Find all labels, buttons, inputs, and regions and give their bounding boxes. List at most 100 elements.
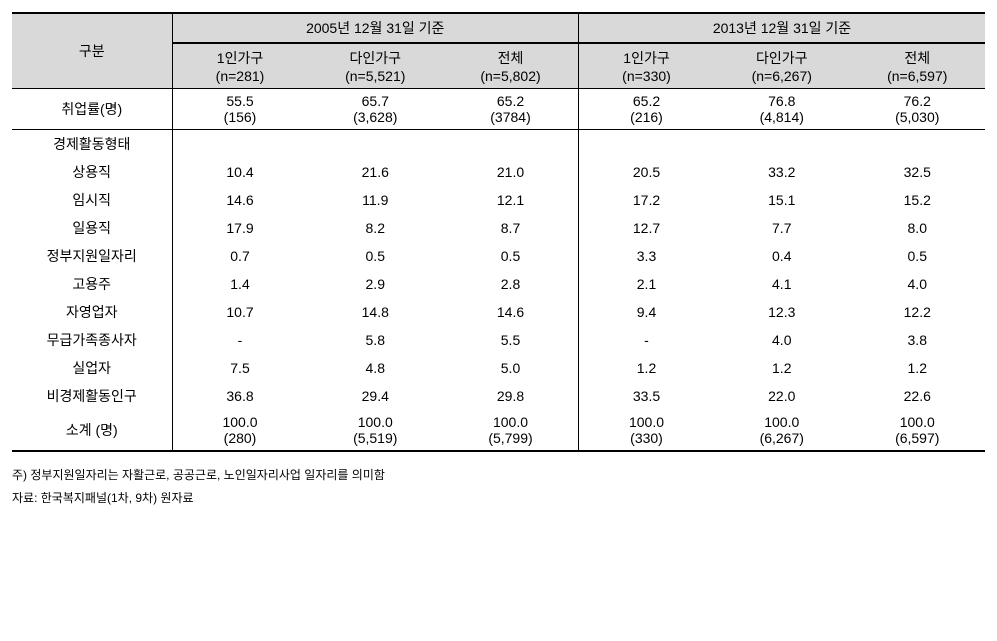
header-col: 1인가구 (n=281) — [172, 43, 308, 89]
row-category: 경제활동형태 — [12, 130, 985, 159]
cell: 2.9 — [308, 270, 444, 298]
cell: 2.1 — [579, 270, 715, 298]
cell: 100.0(6,267) — [714, 410, 850, 451]
cell: 55.5(156) — [172, 89, 308, 130]
cell: 8.7 — [443, 214, 579, 242]
cell: 4.1 — [714, 270, 850, 298]
cell: 3.3 — [579, 242, 715, 270]
cell: 5.8 — [308, 326, 444, 354]
header-col: 전체 (n=6,597) — [850, 43, 986, 89]
cell: 20.5 — [579, 158, 715, 186]
cell: 32.5 — [850, 158, 986, 186]
cell: 100.0(5,799) — [443, 410, 579, 451]
cell: 100.0(330) — [579, 410, 715, 451]
cell: - — [172, 326, 308, 354]
cell: 11.9 — [308, 186, 444, 214]
cell: 17.9 — [172, 214, 308, 242]
row-label: 고용주 — [12, 270, 172, 298]
header-col: 다인가구 (n=6,267) — [714, 43, 850, 89]
cell: 15.2 — [850, 186, 986, 214]
cell: 21.0 — [443, 158, 579, 186]
data-table: 구분 2005년 12월 31일 기준 2013년 12월 31일 기준 1인가… — [12, 12, 985, 452]
cell: 21.6 — [308, 158, 444, 186]
cell: 12.1 — [443, 186, 579, 214]
cell: 10.4 — [172, 158, 308, 186]
cell: 36.8 — [172, 382, 308, 410]
cell: 0.4 — [714, 242, 850, 270]
row-daily: 일용직 17.9 8.2 8.7 12.7 7.7 8.0 — [12, 214, 985, 242]
cell: 4.8 — [308, 354, 444, 382]
cell: 0.7 — [172, 242, 308, 270]
cell: 10.7 — [172, 298, 308, 326]
cell: 0.5 — [308, 242, 444, 270]
row-temp: 임시직 14.6 11.9 12.1 17.2 15.1 15.2 — [12, 186, 985, 214]
cell: 1.2 — [579, 354, 715, 382]
cell: 3.8 — [850, 326, 986, 354]
cell: 65.2(3784) — [443, 89, 579, 130]
cell: 14.8 — [308, 298, 444, 326]
row-label: 일용직 — [12, 214, 172, 242]
cell: 1.2 — [850, 354, 986, 382]
cell: 76.8(4,814) — [714, 89, 850, 130]
cell: 4.0 — [714, 326, 850, 354]
cell: 14.6 — [172, 186, 308, 214]
cell: 76.2(5,030) — [850, 89, 986, 130]
cell: 33.5 — [579, 382, 715, 410]
header-period1: 2005년 12월 31일 기준 — [172, 13, 579, 43]
row-label: 무급가족종사자 — [12, 326, 172, 354]
row-unpaid: 무급가족종사자 - 5.8 5.5 - 4.0 3.8 — [12, 326, 985, 354]
row-label: 비경제활동인구 — [12, 382, 172, 410]
cell: 100.0(6,597) — [850, 410, 986, 451]
cell: 12.7 — [579, 214, 715, 242]
footnotes: 주) 정부지원일자리는 자활근로, 공공근로, 노인일자리사업 일자리를 의미함… — [12, 464, 985, 510]
footnote-2: 자료: 한국복지패널(1차, 9차) 원자료 — [12, 487, 985, 510]
cell: 7.7 — [714, 214, 850, 242]
cell: 4.0 — [850, 270, 986, 298]
cell: 65.2(216) — [579, 89, 715, 130]
cell: 100.0(280) — [172, 410, 308, 451]
cell: 29.8 — [443, 382, 579, 410]
header-period2: 2013년 12월 31일 기준 — [579, 13, 986, 43]
row-employer: 고용주 1.4 2.9 2.8 2.1 4.1 4.0 — [12, 270, 985, 298]
row-label: 소계 (명) — [12, 410, 172, 451]
cell: 12.2 — [850, 298, 986, 326]
cell: 9.4 — [579, 298, 715, 326]
header-col: 전체 (n=5,802) — [443, 43, 579, 89]
row-label: 경제활동형태 — [12, 130, 172, 159]
cell: 22.0 — [714, 382, 850, 410]
row-subtotal: 소계 (명) 100.0(280) 100.0(5,519) 100.0(5,7… — [12, 410, 985, 451]
cell: 1.4 — [172, 270, 308, 298]
cell: 15.1 — [714, 186, 850, 214]
cell: 65.7(3,628) — [308, 89, 444, 130]
cell: 17.2 — [579, 186, 715, 214]
footnote-1: 주) 정부지원일자리는 자활근로, 공공근로, 노인일자리사업 일자리를 의미함 — [12, 464, 985, 487]
row-unemp: 실업자 7.5 4.8 5.0 1.2 1.2 1.2 — [12, 354, 985, 382]
cell: 8.0 — [850, 214, 986, 242]
cell: 1.2 — [714, 354, 850, 382]
row-label: 자영업자 — [12, 298, 172, 326]
cell: 0.5 — [850, 242, 986, 270]
cell: 22.6 — [850, 382, 986, 410]
header-col: 다인가구 (n=5,521) — [308, 43, 444, 89]
cell: 14.6 — [443, 298, 579, 326]
cell: 29.4 — [308, 382, 444, 410]
row-label: 정부지원일자리 — [12, 242, 172, 270]
row-inactive: 비경제활동인구 36.8 29.4 29.8 33.5 22.0 22.6 — [12, 382, 985, 410]
row-label: 임시직 — [12, 186, 172, 214]
cell: 5.5 — [443, 326, 579, 354]
cell: 100.0(5,519) — [308, 410, 444, 451]
row-employrate: 취업률(명) 55.5(156) 65.7(3,628) 65.2(3784) … — [12, 89, 985, 130]
cell: 12.3 — [714, 298, 850, 326]
cell: 7.5 — [172, 354, 308, 382]
cell: 5.0 — [443, 354, 579, 382]
header-rowlabel: 구분 — [12, 13, 172, 89]
row-label: 상용직 — [12, 158, 172, 186]
row-label: 취업률(명) — [12, 89, 172, 130]
cell: 2.8 — [443, 270, 579, 298]
row-label: 실업자 — [12, 354, 172, 382]
row-self: 자영업자 10.7 14.8 14.6 9.4 12.3 12.2 — [12, 298, 985, 326]
row-govjob: 정부지원일자리 0.7 0.5 0.5 3.3 0.4 0.5 — [12, 242, 985, 270]
row-regular: 상용직 10.4 21.6 21.0 20.5 33.2 32.5 — [12, 158, 985, 186]
cell: 8.2 — [308, 214, 444, 242]
cell: 0.5 — [443, 242, 579, 270]
